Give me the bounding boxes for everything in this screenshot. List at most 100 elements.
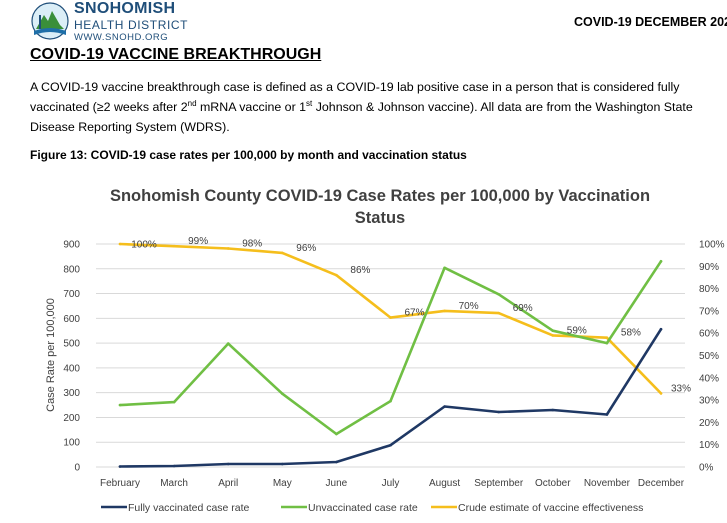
y2-tick-label: 100% — [699, 240, 725, 251]
figure-caption: Figure 13: COVID-19 case rates per 100,0… — [30, 148, 467, 162]
effectiveness-data-labels: 100% 99% 98% 96% 86% 67% 70% 69% 59% 58% 33% — [131, 236, 691, 394]
x-tick-label: October — [535, 478, 571, 489]
intro-paragraph: A COVID-19 vaccine breakthrough case is … — [30, 77, 727, 137]
y-axis-right-ticks: 0% 10% 20% 30% 40% 50% 60% 70% 80% 90% 100% — [699, 240, 725, 474]
chart-title-line-2: Status — [355, 209, 405, 227]
y2-tick-label: 70% — [699, 306, 719, 317]
effectiveness-data-label: 33% — [671, 383, 691, 394]
effectiveness-data-label: 59% — [567, 325, 587, 336]
data-point — [659, 260, 663, 263]
chart-legend: Fully vaccinated case rate Unvaccinated c… — [101, 502, 643, 514]
y2-tick-label: 0% — [699, 463, 714, 474]
effectiveness-data-label: 99% — [188, 236, 208, 247]
intro-line-3: Disease Reporting System (WDRS). — [30, 120, 230, 134]
y-tick-label: 0 — [74, 463, 80, 474]
y-tick-label: 300 — [63, 388, 80, 399]
legend-label: Unvaccinated case rate — [308, 502, 418, 514]
y-tick-label: 500 — [63, 339, 80, 350]
data-point — [281, 392, 284, 395]
y2-tick-label: 20% — [699, 418, 719, 429]
x-tick-label: December — [638, 478, 685, 489]
report-header: SNOHOMISH HEALTH DISTRICT WWW.SNOHD.ORG … — [0, 0, 727, 44]
data-point — [443, 266, 446, 270]
effectiveness-data-label: 58% — [621, 328, 641, 339]
org-subtitle: HEALTH DISTRICT — [74, 18, 189, 32]
data-point — [659, 392, 663, 395]
effectiveness-data-label: 70% — [459, 301, 479, 312]
y-tick-label: 100 — [63, 438, 80, 449]
data-point — [335, 460, 338, 464]
case-rate-chart: Snohomish County COVID-19 Case Rates per… — [45, 187, 725, 514]
data-point — [389, 399, 392, 403]
effectiveness-data-label: 98% — [242, 238, 262, 249]
data-point — [118, 242, 122, 246]
intro-line-2a: vaccinated (≥2 weeks after 2 — [30, 100, 188, 114]
data-point — [551, 334, 555, 337]
effectiveness-data-label: 86% — [350, 265, 370, 276]
y2-tick-label: 30% — [699, 396, 719, 407]
y-tick-label: 400 — [63, 363, 80, 374]
x-tick-label: March — [160, 478, 188, 489]
data-point — [118, 465, 122, 468]
y-tick-label: 200 — [63, 413, 80, 424]
y-tick-label: 600 — [63, 314, 80, 325]
data-point — [659, 327, 663, 331]
data-point — [226, 247, 230, 250]
data-point — [605, 413, 609, 416]
data-point — [226, 342, 230, 345]
data-point — [172, 464, 176, 468]
y2-tick-label: 60% — [699, 329, 719, 340]
y2-tick-label: 10% — [699, 440, 719, 451]
chart-title-line-1: Snohomish County COVID-19 Case Rates per… — [110, 187, 650, 205]
tree-logo-icon — [31, 2, 69, 40]
data-point — [389, 443, 392, 447]
x-tick-label: November — [584, 478, 631, 489]
x-tick-label: April — [218, 478, 238, 489]
data-point — [551, 408, 555, 412]
data-point — [605, 341, 609, 345]
page-title: COVID-19 VACCINE BREAKTHROUGH — [30, 46, 322, 63]
series-line-unvaccinated — [118, 260, 663, 436]
intro-line-1: A COVID-19 vaccine breakthrough case is … — [30, 80, 680, 94]
data-point — [172, 400, 176, 404]
y-tick-label: 900 — [63, 240, 80, 251]
effectiveness-data-label: 100% — [131, 240, 157, 251]
report-date: COVID-19 DECEMBER 202 — [574, 15, 727, 29]
data-point — [226, 462, 230, 466]
effectiveness-data-label: 69% — [513, 303, 533, 314]
y2-tick-label: 40% — [699, 373, 719, 384]
gridlines — [96, 243, 685, 468]
data-point — [443, 405, 446, 408]
legend-label: Crude estimate of vaccine effectiveness — [458, 502, 643, 514]
x-tick-label: September — [474, 478, 524, 489]
x-tick-label: August — [429, 478, 460, 489]
data-point — [335, 432, 338, 436]
data-point — [389, 316, 392, 319]
org-url[interactable]: WWW.SNOHD.ORG — [74, 32, 169, 43]
x-tick-label: June — [326, 478, 348, 489]
intro-line-2b: mRNA vaccine or 1 — [196, 100, 307, 114]
org-logo[interactable]: SNOHOMISH HEALTH DISTRICT WWW.SNOHD.ORG — [30, 0, 200, 44]
data-point — [281, 251, 284, 255]
data-point — [497, 311, 501, 315]
effectiveness-data-label: 96% — [296, 243, 316, 254]
y2-tick-label: 90% — [699, 262, 719, 273]
y2-tick-label: 50% — [699, 351, 719, 362]
effectiveness-data-label: 67% — [404, 308, 424, 319]
data-point — [335, 273, 338, 277]
data-point — [497, 292, 501, 296]
y-axis-label: Case Rate per 100,000 — [45, 298, 57, 412]
y-axis-left-ticks: 0 100 200 300 400 500 600 700 800 900 — [63, 240, 80, 474]
y2-tick-label: 80% — [699, 284, 719, 295]
y-tick-label: 700 — [63, 289, 80, 300]
series-lines — [118, 242, 663, 468]
superscript-nd: nd — [187, 98, 197, 108]
x-tick-label: May — [273, 478, 292, 489]
data-point — [118, 403, 122, 407]
data-point — [443, 309, 446, 313]
org-name: SNOHOMISH — [74, 0, 176, 17]
data-point — [605, 336, 609, 339]
x-axis-ticks: February March April May June July August Septe… — [100, 478, 685, 489]
x-tick-label: February — [100, 478, 140, 489]
data-point — [551, 329, 555, 333]
